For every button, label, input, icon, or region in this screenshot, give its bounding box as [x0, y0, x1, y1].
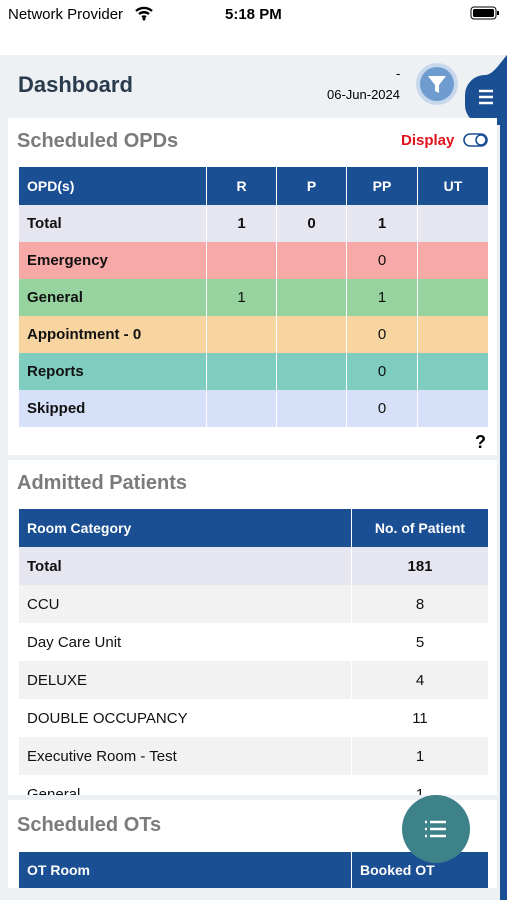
- table-cell: 0: [277, 205, 347, 242]
- table-cell: Reports: [19, 353, 207, 390]
- help[interactable]: ?: [475, 432, 486, 452]
- column-header: Room Category: [19, 509, 352, 547]
- table-header: OPD(s) R P PP UT: [19, 167, 489, 205]
- card-title: Scheduled OPDs: [17, 130, 179, 152]
- table-cell: [418, 242, 489, 279]
- table-row: CCU 8: [19, 585, 489, 624]
- table-cell: 0: [347, 353, 418, 390]
- table-cell: [277, 316, 347, 353]
- column-header: UT: [418, 167, 489, 205]
- table-cell: General: [19, 775, 352, 795]
- table-cell: 1: [352, 775, 489, 795]
- column-header: PP: [347, 167, 418, 205]
- table-row: DELUXE 4: [19, 661, 489, 700]
- table-row: Total 181: [19, 547, 489, 586]
- clock: 5:18 PM: [225, 6, 282, 23]
- table-cell: [207, 353, 277, 390]
- table-cell: [207, 390, 277, 427]
- table-cell: 5: [352, 623, 489, 661]
- display-toggle[interactable]: [463, 132, 489, 148]
- admitted-card: Admitted Patients Room Category No. of Pa…: [8, 460, 497, 795]
- table-cell: 1: [207, 279, 277, 316]
- card-title: Admitted Patients: [17, 472, 188, 494]
- table-cell: 1: [347, 279, 418, 316]
- table-row: DOUBLE OCCUPANCY 11: [19, 699, 489, 738]
- table-cell: General: [19, 279, 207, 316]
- table-cell: 1: [347, 205, 418, 242]
- table-row: General 1 1: [19, 279, 489, 317]
- table-row: General 1: [19, 775, 489, 795]
- table-cell: 4: [352, 661, 489, 699]
- column-header: No. of Patient: [352, 509, 489, 547]
- opd-card: Scheduled OPDs Display ? OPD(s) R P PP UT Tot…: [8, 118, 497, 455]
- carrier: Network Provider: [8, 6, 124, 23]
- table-row: Total 1 0 1: [19, 205, 489, 243]
- table-cell: Total: [19, 205, 207, 242]
- column-header: R: [207, 167, 277, 205]
- table-cell: [418, 353, 489, 390]
- table-cell: 8: [352, 585, 489, 623]
- separator: -: [396, 66, 401, 81]
- table-cell: [277, 242, 347, 279]
- table-cell: DOUBLE OCCUPANCY: [19, 699, 352, 737]
- column-header: OPD(s): [19, 167, 207, 205]
- table-row: Emergency 0: [19, 242, 489, 280]
- display-toggle-label[interactable]: Display: [401, 132, 455, 149]
- table-cell: 1: [352, 737, 489, 775]
- table-cell: 0: [347, 316, 418, 353]
- table-cell: 181: [352, 547, 489, 585]
- status-bar: Network Provider 5:18 PM: [0, 0, 507, 55]
- table-cell: Total: [19, 547, 352, 585]
- list-fab[interactable]: [400, 793, 472, 865]
- table-row: Day Care Unit 5: [19, 623, 489, 662]
- table-cell: [418, 390, 489, 427]
- table-cell: Day Care Unit: [19, 623, 352, 661]
- table-cell: [207, 242, 277, 279]
- table-cell: DELUXE: [19, 661, 352, 699]
- table-cell: Emergency: [19, 242, 207, 279]
- table-cell: [418, 316, 489, 353]
- date: 06-Jun-2024: [327, 87, 400, 102]
- table-cell: Appointment - 0: [19, 316, 207, 353]
- page-title: Dashboard: [18, 72, 133, 97]
- wifi-icon: [135, 6, 153, 21]
- table-row: Skipped 0: [19, 390, 489, 428]
- table-cell: 1: [207, 205, 277, 242]
- table-row: Executive Room - Test 1: [19, 737, 489, 776]
- filter-button[interactable]: [415, 62, 459, 106]
- table-cell: [277, 353, 347, 390]
- table-cell: [418, 279, 489, 316]
- table-cell: CCU: [19, 585, 352, 623]
- table-cell: [418, 205, 489, 242]
- table-cell: [207, 316, 277, 353]
- table-cell: [277, 390, 347, 427]
- column-header: P: [277, 167, 347, 205]
- battery-icon: [470, 6, 499, 20]
- table-cell: Skipped: [19, 390, 207, 427]
- card-title: Scheduled OTs: [17, 814, 162, 836]
- table-cell: Executive Room - Test: [19, 737, 352, 775]
- side-menu-tab[interactable]: [463, 55, 507, 900]
- table-header: Room Category No. of Patient: [19, 509, 489, 547]
- table-row: Appointment - 0 0: [19, 316, 489, 354]
- column-header: OT Room: [19, 852, 352, 888]
- table-cell: 11: [352, 699, 489, 737]
- table-cell: 0: [347, 242, 418, 279]
- table-cell: [277, 279, 347, 316]
- table-cell: 0: [347, 390, 418, 427]
- table-row: Reports 0: [19, 353, 489, 391]
